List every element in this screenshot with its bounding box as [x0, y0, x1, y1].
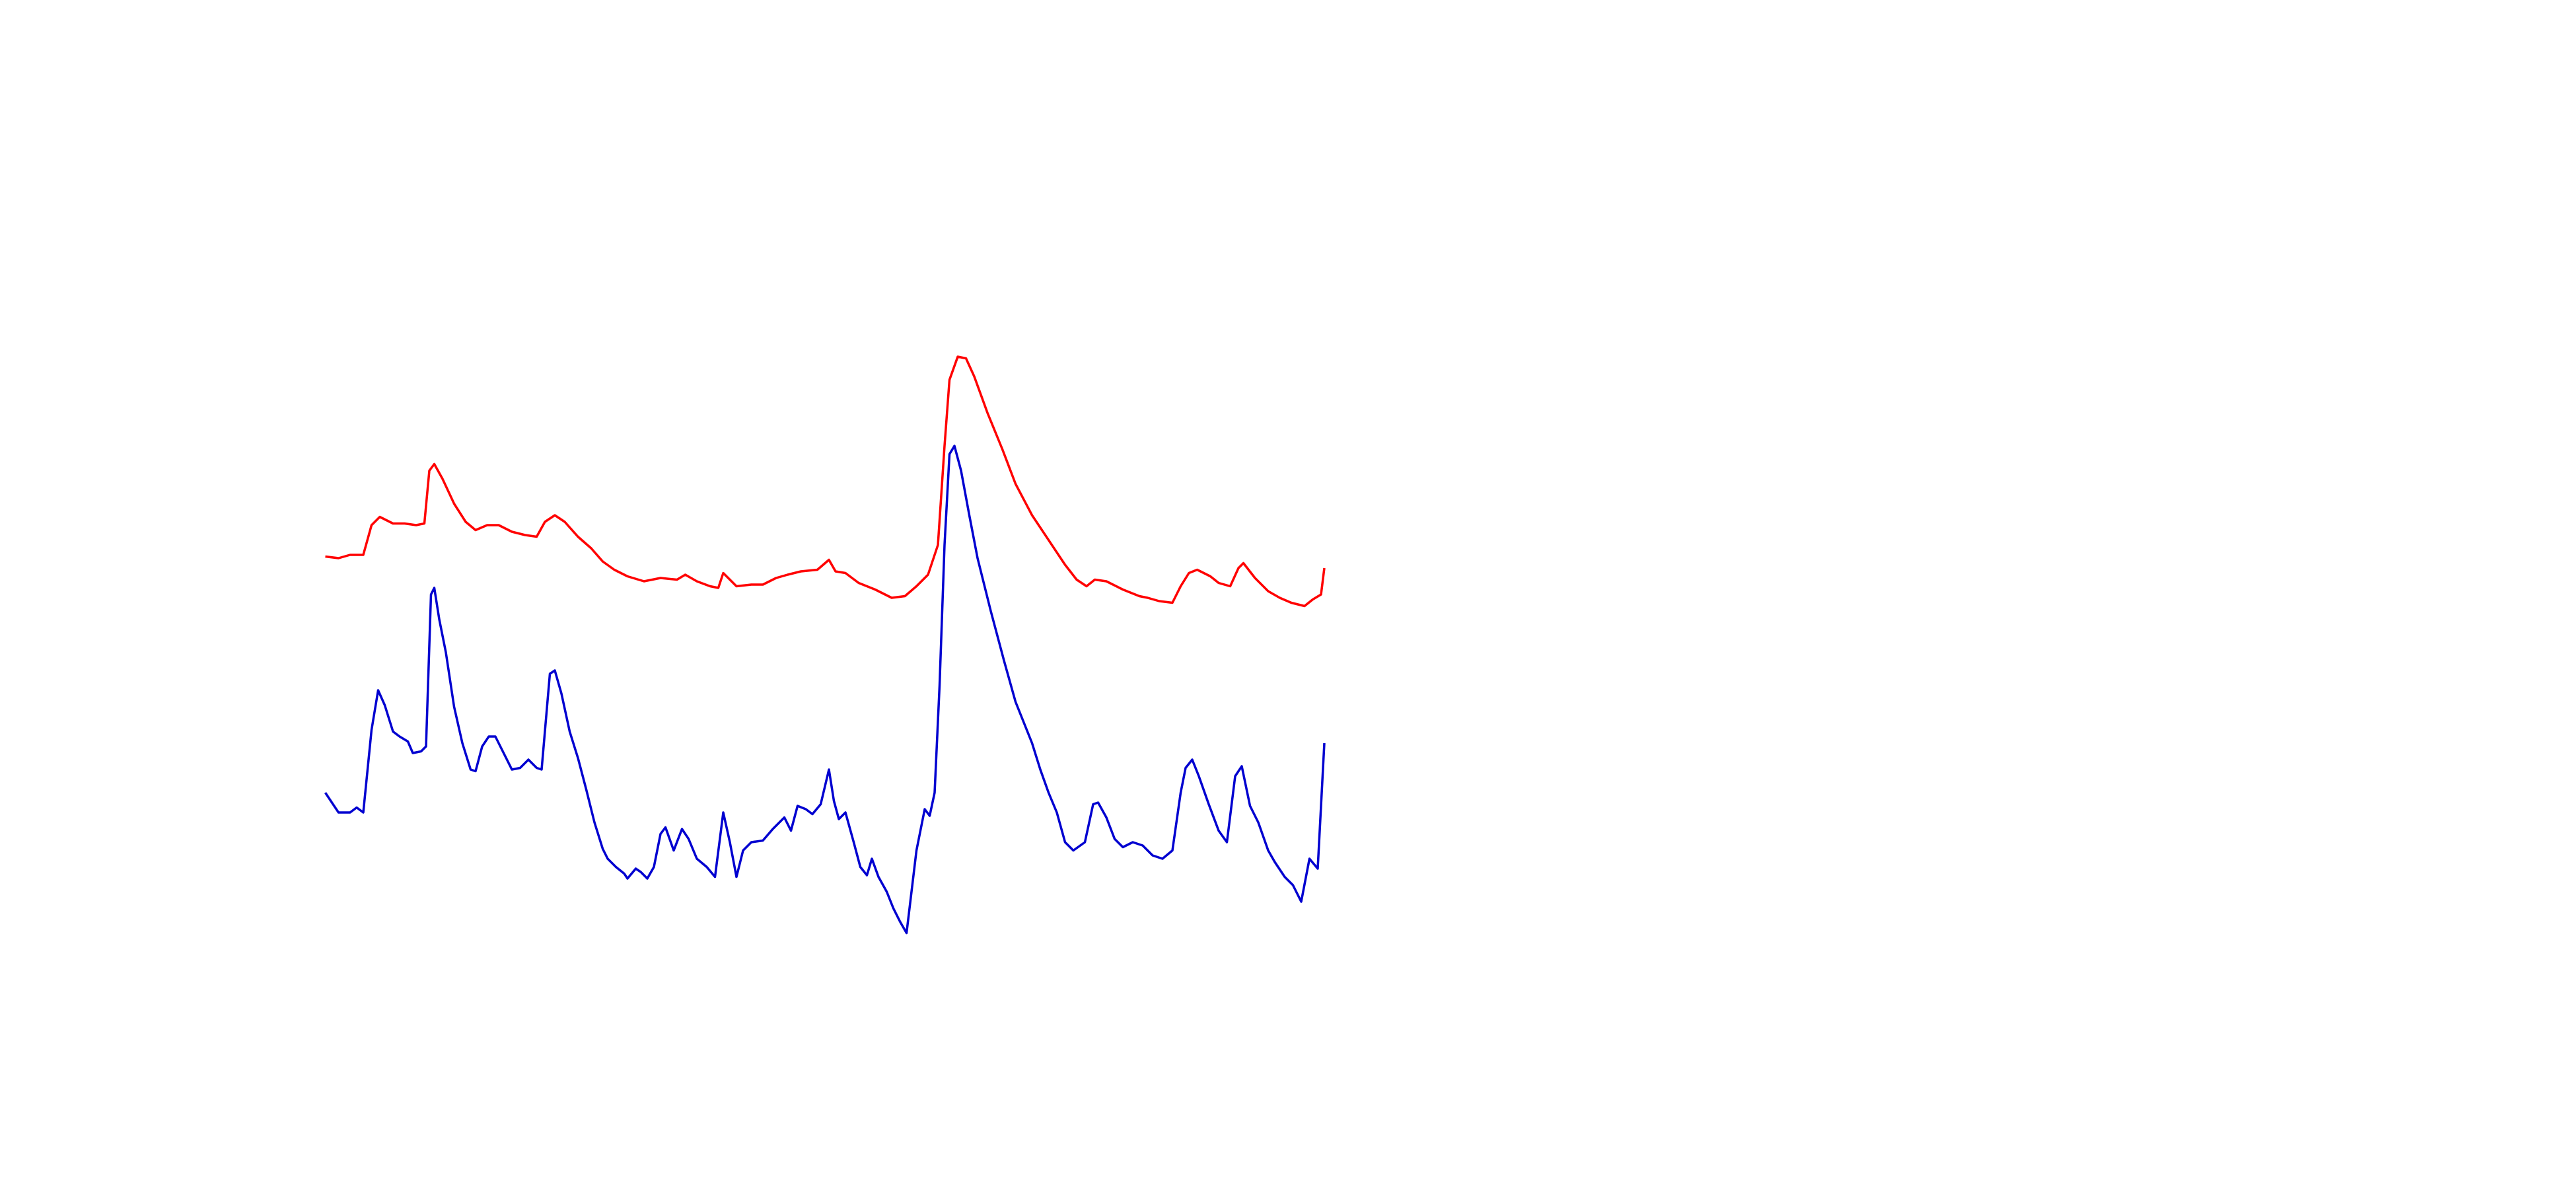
line-series [325, 355, 1326, 608]
line-series [324, 445, 1326, 935]
